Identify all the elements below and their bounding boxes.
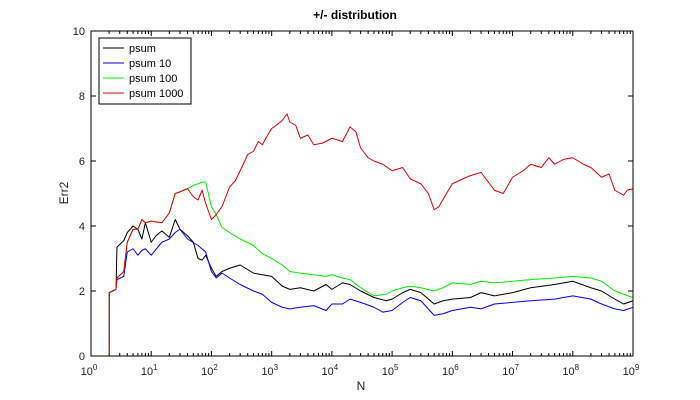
- y-tick-label: 6: [79, 156, 85, 168]
- x-tick-label: 109: [623, 363, 640, 378]
- legend-label: psum 100: [129, 73, 177, 85]
- series-line-4: [91, 113, 634, 357]
- x-tick-label: 100: [81, 363, 98, 378]
- y-tick-label: 10: [73, 26, 85, 38]
- legend: psum psum 10 psum 100 psum 1000: [98, 37, 192, 105]
- x-tick-label: 101: [141, 363, 158, 378]
- x-tick-label: 107: [502, 363, 519, 378]
- chart-title: +/- distribution: [313, 8, 397, 22]
- plot-frame: [90, 30, 634, 357]
- y-tick-label: 8: [79, 91, 85, 103]
- series-lines: [91, 113, 634, 357]
- x-tick-label: 104: [322, 363, 339, 378]
- legend-label: psum 10: [129, 58, 171, 70]
- x-tick-label: 102: [201, 363, 218, 378]
- series-line-1: [91, 219, 634, 357]
- x-axis-label: N: [357, 379, 366, 393]
- legend-label: psum: [129, 43, 156, 55]
- y-tick-label: 2: [79, 286, 85, 298]
- series-line-3: [91, 181, 634, 357]
- x-tick-label: 105: [382, 363, 399, 378]
- y-tick-label: 0: [79, 351, 85, 363]
- x-tick-label: 103: [261, 363, 278, 378]
- y-tick-label: 4: [79, 221, 85, 233]
- legend-label: psum 1000: [129, 88, 183, 100]
- y-axis-label: Err2: [57, 181, 71, 204]
- x-tick-label: 106: [442, 363, 459, 378]
- series-line-2: [91, 228, 634, 357]
- x-tick-label: 108: [562, 363, 579, 378]
